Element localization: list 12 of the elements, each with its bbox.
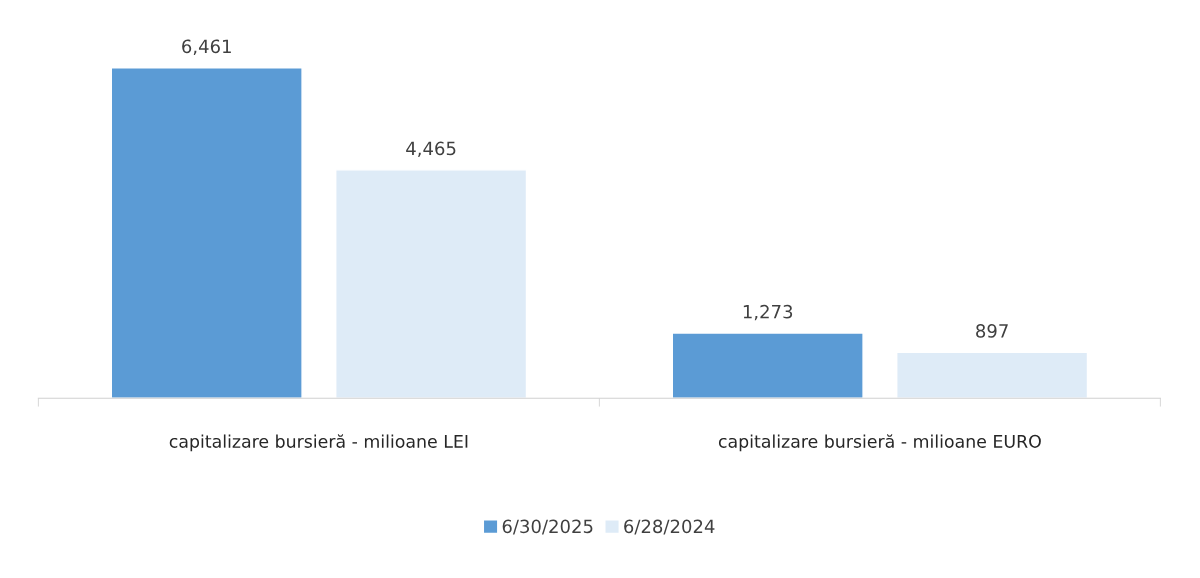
data-label: 897 [976, 324, 1008, 338]
bar [671, 332, 864, 399]
data-label: 4,465 [406, 141, 456, 158]
x-tick-label: capitalizare bursieră - milioane EURO [718, 434, 1041, 452]
x-tick-label: capitalizare bursieră - milioane LEI [169, 434, 468, 452]
data-label: 6,461 [182, 39, 231, 55]
bar [335, 169, 528, 399]
bar [896, 351, 1089, 399]
bar [110, 67, 303, 399]
data-label: 1,273 [743, 304, 793, 321]
legend-label: 6/28/2024 [624, 519, 715, 535]
legend-label: 6/30/2025 [502, 519, 593, 535]
